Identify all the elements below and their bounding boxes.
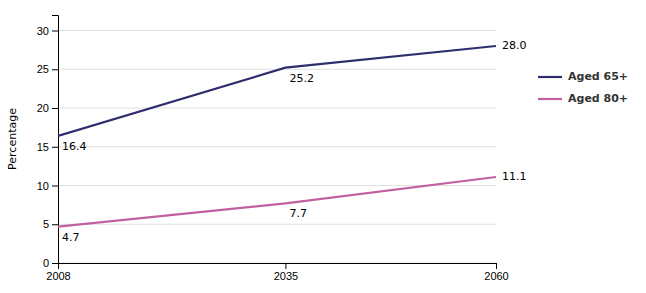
tick-label: 30 [37, 25, 49, 37]
data-label: 7.7 [289, 207, 307, 220]
tick-label: 2060 [484, 270, 508, 282]
data-label: 4.7 [62, 231, 80, 244]
tick-mark [52, 263, 58, 264]
tick: 10 [37, 180, 58, 192]
y-axis: 0 5 10 15 20 25 30 [37, 16, 59, 270]
grid-line [58, 224, 496, 225]
tick-label: 25 [37, 63, 49, 75]
legend-item: Aged 65+ [538, 70, 628, 83]
grid-line [58, 30, 496, 31]
legend-label: Aged 80+ [568, 92, 628, 105]
legend-swatch [538, 76, 562, 78]
tick: 15 [37, 141, 58, 153]
axis-line [52, 16, 59, 264]
tick-mark [52, 186, 58, 187]
legend-item: Aged 80+ [538, 92, 628, 105]
lines [58, 46, 496, 227]
tick-mark [285, 263, 286, 269]
tick: 25 [37, 63, 58, 75]
data-labels: 16.4 25.2 28.0 4.7 7.7 11.1 [62, 39, 527, 244]
tick-mark [52, 108, 58, 109]
tick-label: 20 [37, 102, 49, 114]
data-label: 16.4 [62, 140, 87, 153]
series-line [58, 46, 496, 136]
tick-mark [52, 69, 58, 70]
tick: 2035 [274, 263, 298, 282]
legend-label: Aged 65+ [568, 70, 628, 83]
legend: Aged 65+ Aged 80+ [538, 70, 628, 105]
tick: 20 [37, 102, 58, 114]
chart: 2008 2035 2060 0 5 10 15 20 25 30 Percentage 16.4 25… [0, 0, 646, 293]
tick: 5 [43, 218, 58, 230]
series-line [58, 177, 496, 227]
tick-mark [52, 31, 58, 32]
legend-swatch [538, 98, 562, 100]
tick: 30 [37, 25, 58, 37]
tick-label: 5 [43, 218, 49, 230]
tick-label: 2035 [274, 270, 298, 282]
tick-mark [496, 263, 497, 269]
plot: 2008 2035 2060 0 5 10 15 20 25 30 Percentage 16.4 25… [6, 16, 527, 282]
tick-mark [52, 224, 58, 225]
tick-label: 0 [43, 257, 49, 269]
tick-label: 10 [37, 180, 49, 192]
grid-line [58, 108, 496, 109]
tick: 0 [43, 257, 58, 269]
data-label: 28.0 [502, 39, 527, 52]
tick: 2060 [484, 263, 508, 282]
grid [58, 31, 496, 264]
tick-label: 2008 [46, 270, 70, 282]
tick-label: 15 [37, 141, 49, 153]
tick-mark [52, 147, 58, 148]
axis-line [59, 264, 497, 270]
x-axis: 2008 2035 2060 [46, 263, 508, 282]
data-label: 11.1 [502, 170, 527, 183]
y-axis-title: Percentage [6, 108, 19, 170]
data-label: 25.2 [289, 72, 314, 85]
grid-line [58, 146, 496, 147]
tick: 2008 [46, 263, 70, 282]
